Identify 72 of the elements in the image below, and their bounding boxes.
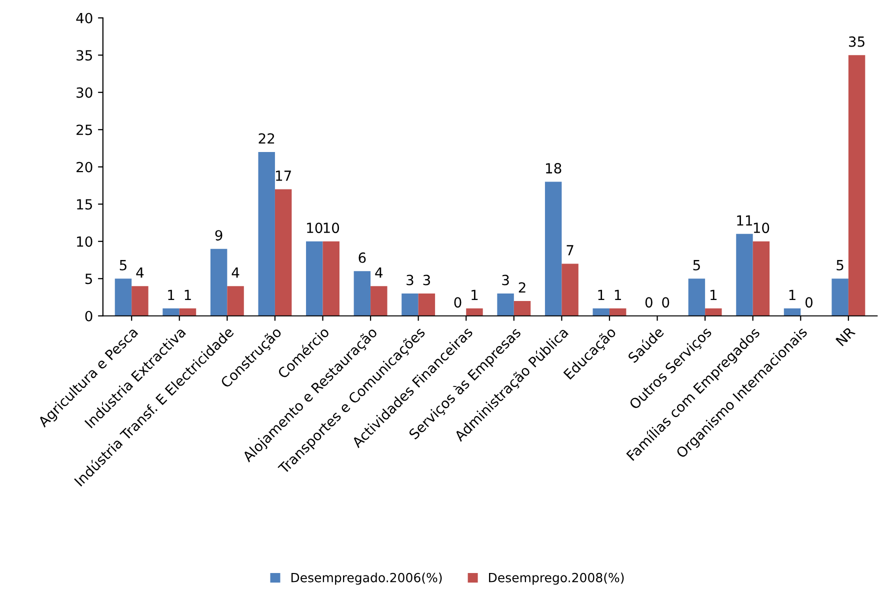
bar: [210, 248, 228, 316]
data-label: 0: [806, 297, 812, 308]
x-tick-label: NR: [836, 326, 856, 346]
data-label: 17: [276, 170, 291, 181]
bar: [114, 278, 132, 316]
data-label: 11: [737, 215, 752, 226]
data-label: 10: [324, 222, 340, 234]
bar: [258, 152, 275, 316]
bar: [306, 241, 323, 316]
legend-label: Desempregado.2006(%): [291, 572, 442, 585]
data-label: 1: [789, 290, 796, 300]
data-label: 1: [472, 290, 478, 300]
y-tick-label: 10: [77, 236, 92, 247]
bar: [274, 189, 292, 316]
y-tick-label: 20: [76, 162, 92, 172]
y-tick-label: 40: [76, 12, 92, 24]
y-tick-label: 35: [76, 50, 92, 61]
data-label: 1: [710, 290, 717, 300]
data-label: 0: [645, 297, 652, 308]
bar: [609, 308, 626, 316]
data-label: 1: [184, 290, 191, 300]
bar: [784, 308, 801, 316]
bar: [514, 300, 531, 316]
bar: [592, 308, 610, 316]
bar: [162, 308, 180, 316]
bar: [322, 241, 340, 316]
y-tick-label: 25: [76, 124, 92, 136]
bar: [848, 55, 866, 316]
bar: [562, 264, 578, 316]
bar: [370, 286, 388, 316]
data-label: 2: [518, 282, 526, 293]
data-label: 6: [358, 252, 366, 263]
bar: [466, 308, 483, 316]
bar: [179, 308, 196, 316]
data-label: 7: [566, 245, 574, 256]
data-label: 4: [375, 268, 383, 278]
bar: [497, 294, 514, 316]
data-label: 5: [120, 260, 126, 270]
bar: [132, 286, 148, 316]
y-tick-label: 0: [85, 310, 92, 322]
legend-label: Desemprego.2008(%): [489, 572, 624, 585]
data-label: 18: [546, 163, 562, 174]
data-label: 1: [614, 290, 621, 300]
data-label: 5: [836, 260, 844, 270]
data-label: 0: [662, 297, 670, 308]
data-label: 35: [849, 36, 864, 47]
data-label: 3: [502, 274, 509, 286]
y-tick-label: 30: [76, 87, 92, 98]
data-label: 4: [232, 268, 240, 278]
data-label: 4: [136, 268, 144, 278]
bar: [418, 294, 436, 316]
data-label: 22: [258, 133, 274, 144]
data-label: 5: [693, 260, 700, 270]
data-label: 3: [406, 274, 414, 286]
data-label: 9: [215, 230, 222, 241]
data-label: 1: [598, 290, 604, 300]
bar: [354, 271, 371, 316]
y-tick-label: 15: [77, 199, 92, 210]
data-label: 1: [168, 290, 174, 300]
data-label: 10: [307, 222, 322, 234]
data-label: 3: [423, 274, 430, 286]
bar: [832, 278, 848, 316]
data-label: 0: [454, 297, 462, 308]
bar: [227, 286, 244, 316]
bar: [705, 308, 722, 316]
bar: [736, 234, 753, 316]
bar: [402, 294, 418, 316]
bar: [752, 241, 770, 316]
bar: [544, 182, 562, 316]
data-label: 10: [754, 222, 770, 234]
bar: [688, 278, 706, 316]
y-tick-label: 5: [85, 274, 92, 284]
